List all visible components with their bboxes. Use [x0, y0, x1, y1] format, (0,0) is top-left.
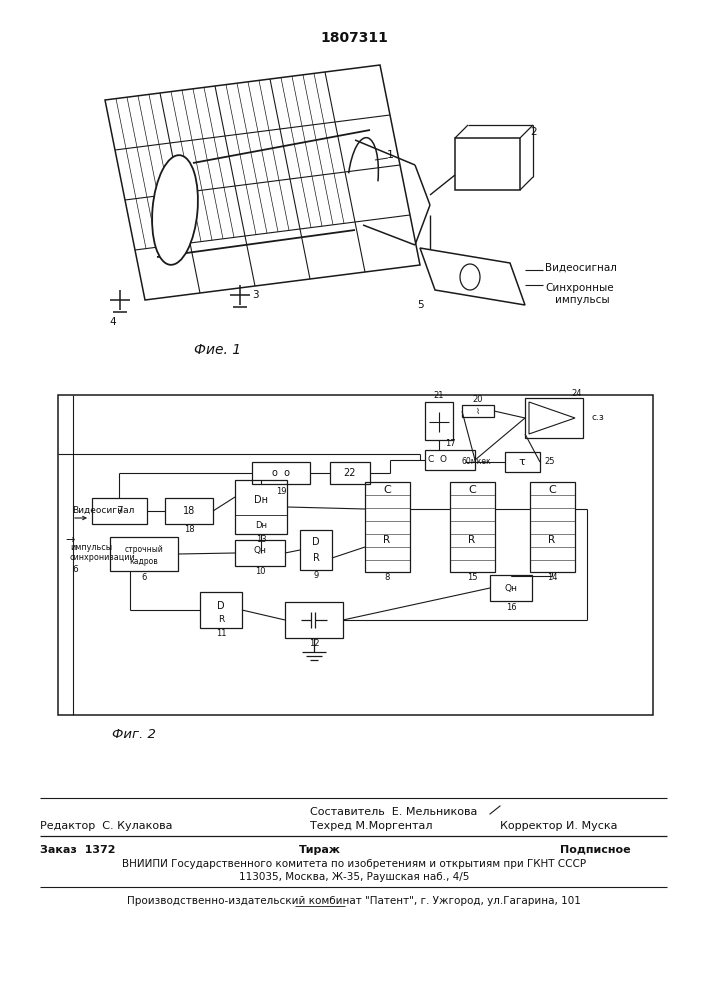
Text: 8: 8 — [385, 574, 390, 582]
Text: 22: 22 — [344, 468, 356, 478]
Bar — [92, 498, 147, 524]
Text: 1: 1 — [387, 150, 394, 160]
Text: 6: 6 — [141, 572, 146, 582]
Text: 24: 24 — [572, 389, 583, 398]
Text: D: D — [217, 601, 225, 611]
Text: Редактор  С. Кулакова: Редактор С. Кулакова — [40, 821, 173, 831]
Bar — [300, 530, 332, 570]
Bar — [58, 395, 653, 715]
Text: Qн: Qн — [254, 546, 267, 554]
Text: 16: 16 — [506, 602, 516, 611]
Text: →: → — [65, 535, 74, 545]
Text: 113035, Москва, Ж-35, Раушская наб., 4/5: 113035, Москва, Ж-35, Раушская наб., 4/5 — [239, 872, 469, 882]
Text: 18: 18 — [184, 526, 194, 534]
Text: Корректор И. Муска: Корректор И. Муска — [500, 821, 617, 831]
Bar — [235, 540, 285, 566]
Bar — [330, 462, 370, 484]
Bar — [235, 480, 287, 534]
Text: Подписное: Подписное — [560, 845, 631, 855]
Polygon shape — [420, 248, 525, 305]
Bar — [200, 592, 242, 628]
Text: D: D — [312, 537, 320, 547]
Text: ВНИИПИ Государственного комитета по изобретениям и открытиям при ГКНТ СССР: ВНИИПИ Государственного комитета по изоб… — [122, 859, 586, 869]
Text: 18: 18 — [183, 506, 195, 516]
Text: импульсы: импульсы — [70, 544, 112, 552]
Text: Синхронные: Синхронные — [545, 283, 614, 293]
Text: 13: 13 — [256, 536, 267, 544]
Ellipse shape — [152, 155, 198, 265]
Text: кадров: кадров — [129, 556, 158, 566]
Text: 11: 11 — [216, 630, 226, 639]
Text: Фиг. 2: Фиг. 2 — [112, 728, 156, 742]
Text: Dн: Dн — [254, 495, 268, 505]
Text: 4: 4 — [110, 317, 117, 327]
Text: 7: 7 — [116, 506, 122, 516]
Text: τ: τ — [519, 457, 525, 467]
Bar — [285, 602, 343, 638]
Text: 14: 14 — [547, 574, 557, 582]
Text: 3: 3 — [252, 290, 258, 300]
Bar — [425, 450, 475, 470]
Text: Тираж: Тираж — [299, 845, 341, 855]
Text: 9: 9 — [313, 572, 319, 580]
Text: ⌇: ⌇ — [476, 406, 480, 416]
Text: R: R — [218, 615, 224, 624]
Text: R: R — [549, 535, 556, 545]
Bar — [455, 138, 520, 190]
Text: строчный: строчный — [124, 544, 163, 554]
Bar — [365, 482, 410, 572]
Bar — [462, 405, 494, 417]
Bar — [252, 462, 310, 484]
Text: C: C — [548, 485, 556, 495]
Text: 2: 2 — [531, 127, 537, 137]
Text: C: C — [383, 485, 391, 495]
Text: 60мкек: 60мкек — [461, 458, 491, 466]
Text: 19: 19 — [276, 487, 286, 495]
Text: синхронизации: синхронизации — [70, 554, 136, 562]
Text: Dн: Dн — [255, 520, 267, 530]
Text: C  O: C O — [428, 456, 447, 464]
Text: 6: 6 — [72, 566, 78, 574]
Text: Составитель  Е. Мельникова: Составитель Е. Мельникова — [310, 807, 477, 817]
Bar — [490, 575, 532, 601]
Text: 20: 20 — [473, 394, 484, 403]
Text: 25: 25 — [544, 458, 554, 466]
Bar — [425, 402, 453, 440]
Text: 15: 15 — [467, 574, 477, 582]
Text: 21: 21 — [434, 391, 444, 400]
Bar — [525, 398, 583, 438]
Text: Видеосигнал: Видеосигнал — [72, 506, 134, 514]
Bar — [450, 482, 495, 572]
Bar — [165, 498, 213, 524]
Bar — [110, 537, 178, 571]
Text: Фие. 1: Фие. 1 — [194, 343, 242, 357]
Text: c.з: c.з — [591, 414, 604, 422]
Text: C: C — [468, 485, 476, 495]
Text: 1807311: 1807311 — [320, 31, 388, 45]
Text: Qн: Qн — [505, 584, 518, 592]
Text: Видеосигнал: Видеосигнал — [545, 263, 617, 273]
Text: Заказ  1372: Заказ 1372 — [40, 845, 115, 855]
Text: 17: 17 — [445, 440, 455, 448]
Text: Производственно-издательский комбинат "Патент", г. Ужгород, ул.Гагарина, 101: Производственно-издательский комбинат "П… — [127, 896, 581, 906]
Text: R: R — [469, 535, 476, 545]
Text: 5: 5 — [416, 300, 423, 310]
Bar — [505, 452, 540, 472]
Bar — [530, 482, 575, 572]
Text: 12: 12 — [309, 640, 320, 648]
Text: Техред М.Моргентал: Техред М.Моргентал — [310, 821, 433, 831]
Text: o  o: o o — [272, 468, 290, 478]
Text: импульсы: импульсы — [555, 295, 609, 305]
Text: R: R — [312, 553, 320, 563]
Text: R: R — [383, 535, 390, 545]
Text: 10: 10 — [255, 568, 265, 576]
